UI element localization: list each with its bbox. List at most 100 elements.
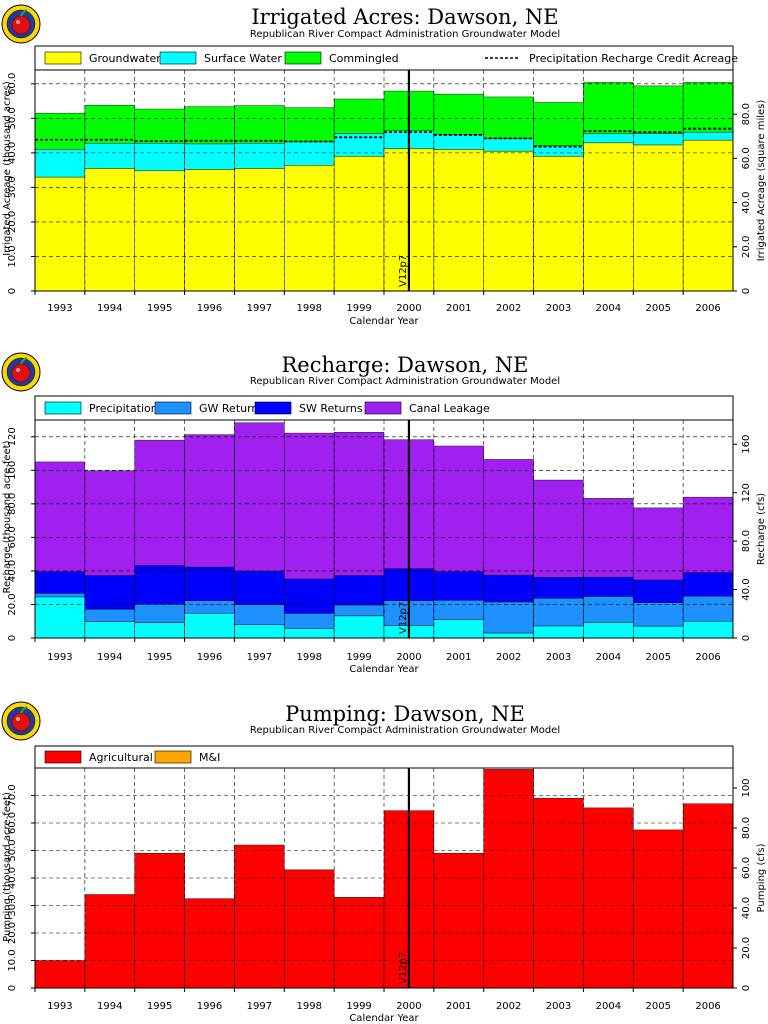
x-tick-label: 1993 [47,1001,72,1012]
legend-label: GW Returns [199,402,264,415]
x-tick-label: 2005 [645,1001,670,1012]
bar-segment [284,578,335,614]
y-right-tick-label: 20.0 [741,236,752,258]
chart-title: Pumping: Dawson, NE [285,702,525,726]
y-right-tick-label: 120 [741,483,752,502]
y-axis-label: Pumping (thousand acre-feet) [2,792,13,942]
bar-segment [483,459,534,576]
y-axis-label: Recharge (thousand acre-feet) [2,440,13,593]
logo-apple [11,712,31,732]
legend-swatch [284,51,322,65]
bar-segment [483,632,534,639]
legend-swatch [44,750,82,764]
logo-leaf [20,9,28,17]
marker-label: V12p7 [398,952,409,984]
bar-segment [583,576,634,597]
legend-swatch [364,401,402,415]
bar-segment [134,622,185,639]
y-right-tick-label: 0 [741,635,752,641]
bar-segment [234,422,285,572]
bar-segment [633,507,684,581]
y-tick-label: 40.0 [7,560,18,582]
y-right-tick-label: 160 [741,435,752,454]
y-right-tick-label: 20.0 [741,937,752,959]
bar-segment [284,869,335,989]
x-tick-label: 1996 [197,303,222,314]
x-tick-label: 2002 [496,1001,521,1012]
x-axis-label: Calendar Year [349,1013,419,1024]
bar-segment [34,149,86,178]
x-tick-label: 1993 [47,303,72,314]
bar-segment [234,624,285,639]
x-tick-label: 2006 [695,1001,720,1012]
legend-label: Agricultural [89,751,153,764]
y-right-tick-label: 40.0 [741,578,752,600]
bar-segment [34,596,86,639]
x-tick-label: 2001 [446,1001,471,1012]
bar-segment [34,593,86,598]
bar-segment [533,156,584,292]
legend-label: Surface Water [204,52,282,65]
bar-segment [34,960,86,989]
chart-subtitle: Republican River Compact Administration … [250,725,560,736]
bar-segment [184,612,235,639]
bar-segment [433,149,484,292]
y-right-tick-label: 60.0 [741,147,752,169]
bar-segment [682,82,734,133]
bar-segment [633,579,684,603]
legend-label: Precipitation [89,402,158,415]
bar-segment [533,625,584,639]
y-tick-label: 20.0 [7,922,18,944]
legend-swatch [159,51,197,65]
bar-segment [633,144,684,292]
bar-segment [34,176,86,292]
bar-segment [633,133,684,146]
legend-label: SW Returns [299,402,363,415]
bar-segment [333,897,385,989]
y-right-tick-label: 0 [741,985,752,991]
bar-segment [284,165,335,292]
marker-label: V12p7 [398,602,409,634]
bar-segment [284,107,335,143]
bar-segment [583,133,634,144]
y-tick-label: 40.0 [7,142,18,164]
bar-segment [134,108,185,144]
bar-segment [134,603,185,623]
x-tick-label: 2005 [645,652,670,663]
x-tick-label: 1994 [97,303,122,314]
y-right-axis-label: Pumping (cfs) [756,843,767,912]
x-tick-label: 2004 [596,303,621,314]
chart-subtitle: Republican River Compact Administration … [250,376,560,387]
legend-swatch [44,401,82,415]
legend-label: Groundwater [89,52,161,65]
bar-segment [333,98,385,134]
bar-segment [583,807,634,989]
bar-segment [633,85,684,134]
x-tick-label: 1998 [296,303,321,314]
y-tick-label: 40.0 [7,867,18,889]
x-tick-label: 1999 [346,652,371,663]
bar-segment [34,461,86,572]
bar-segment [583,142,634,292]
y-tick-label: 0 [7,288,18,294]
y-tick-label: 30.0 [7,894,18,916]
bar-segment [682,803,734,989]
bar-segment [234,168,285,292]
y-tick-label: 10.0 [7,245,18,267]
x-tick-label: 2002 [496,652,521,663]
x-tick-label: 1995 [147,1001,172,1012]
bar-segment [583,82,634,134]
bar-segment [483,96,534,139]
logo-leaf [20,706,28,714]
bar-segment [333,615,385,639]
chart-subtitle: Republican River Compact Administration … [250,29,560,40]
y-tick-label: 30.0 [7,176,18,198]
x-tick-label: 1994 [97,652,122,663]
y-tick-label: 0 [7,635,18,641]
bar-segment [184,143,235,170]
bar-segment [184,566,235,601]
bar-segment [483,601,534,634]
bar-segment [433,853,484,989]
bar-segment [184,434,235,568]
